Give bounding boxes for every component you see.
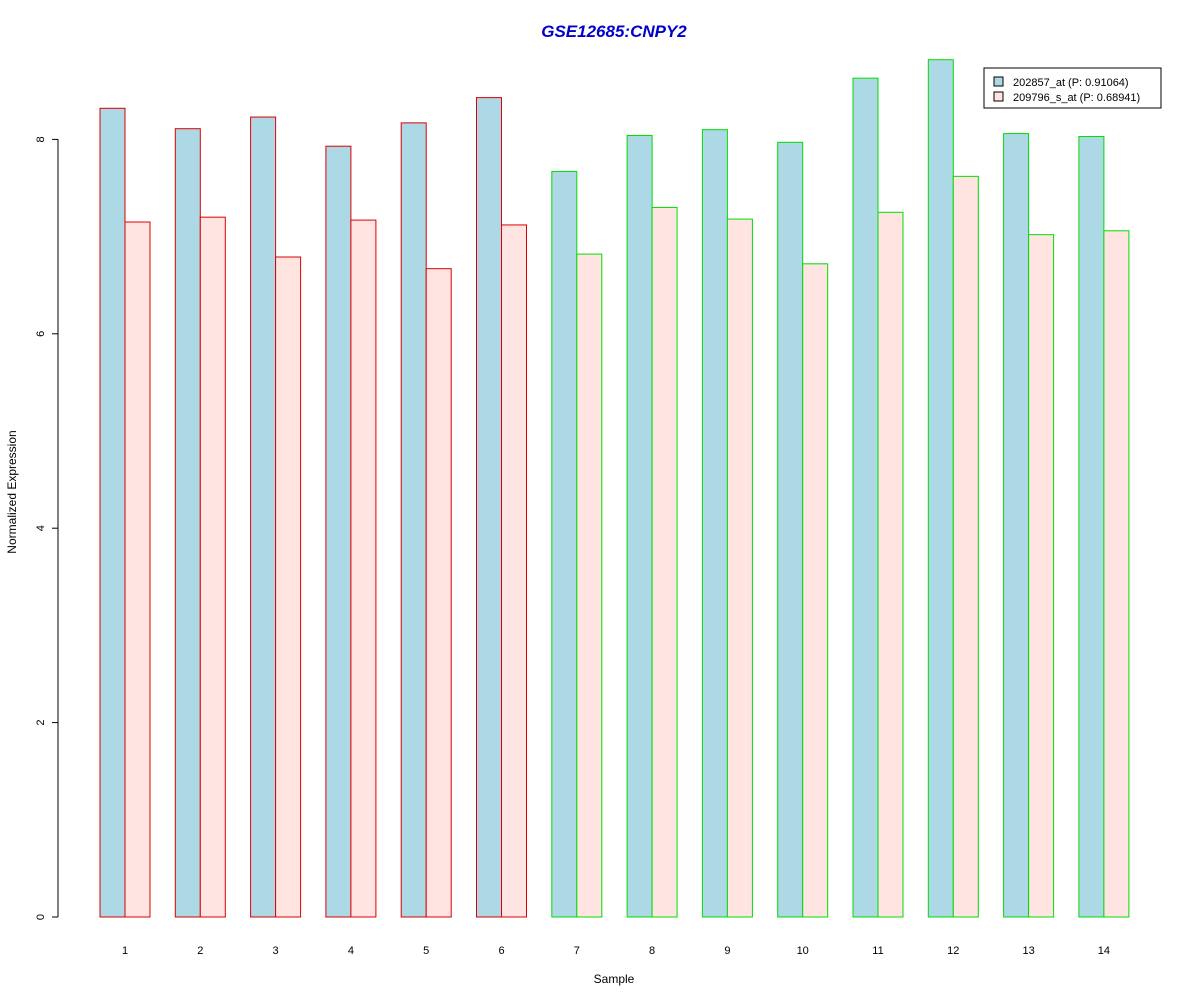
bar-series1-sample-3 <box>250 116 277 918</box>
legend-box <box>983 67 1162 109</box>
x-tick-label: 2 <box>197 945 203 957</box>
bar-series2-sample-4 <box>350 219 377 918</box>
bar-series1-sample-10 <box>777 141 804 918</box>
x-tick-label: 1 <box>122 945 128 957</box>
bar-series2-sample-3 <box>275 256 302 918</box>
bars-group <box>99 59 1130 918</box>
bar-series2-sample-1 <box>124 221 151 918</box>
bar-series1-sample-13 <box>1003 133 1030 918</box>
x-tick-label: 9 <box>724 945 730 957</box>
x-tick-label: 10 <box>797 945 809 957</box>
bar-series1-sample-2 <box>174 128 201 918</box>
x-axis-label: Sample <box>594 972 635 986</box>
bar-series2-sample-11 <box>877 211 904 918</box>
bar-series1-sample-14 <box>1078 135 1105 918</box>
y-tick-label: 2 <box>35 720 47 726</box>
legend-swatch-1 <box>993 76 1004 87</box>
x-tick-label: 5 <box>423 945 429 957</box>
x-tick-label: 3 <box>273 945 279 957</box>
bar-series2-sample-9 <box>726 218 753 918</box>
y-axis-label: Normalized Expression <box>5 430 19 553</box>
x-tick-label: 4 <box>348 945 354 957</box>
bar-series1-sample-8 <box>626 135 653 918</box>
bar-series1-sample-6 <box>476 97 502 918</box>
bar-series2-sample-6 <box>501 224 527 918</box>
y-tick-label: 0 <box>35 914 47 920</box>
bar-series2-sample-13 <box>1028 234 1055 918</box>
legend-label-1: 202857_at (P: 0.91064) <box>1013 77 1129 89</box>
x-tick-label: 14 <box>1098 945 1110 957</box>
y-axis: 0 2 4 6 8 <box>35 136 59 920</box>
x-tick-labels: 1 2 3 4 5 6 7 8 9 10 11 12 13 14 <box>122 945 1110 957</box>
bar-series2-sample-2 <box>199 216 226 918</box>
x-tick-label: 7 <box>574 945 580 957</box>
x-tick-label: 12 <box>947 945 959 957</box>
bar-series2-sample-12 <box>952 175 979 918</box>
legend-label-2: 209796_s_at (P: 0.68941) <box>1013 92 1140 104</box>
bar-series2-sample-8 <box>651 206 678 918</box>
x-tick-label: 6 <box>498 945 504 957</box>
chart-title: GSE12685:CNPY2 <box>541 22 687 41</box>
y-tick-label: 4 <box>35 525 47 531</box>
bar-series1-sample-11 <box>852 77 879 918</box>
bar-series1-sample-1 <box>99 107 126 918</box>
legend: 202857_at (P: 0.91064) 209796_s_at (P: 0… <box>983 67 1162 109</box>
bar-series1-sample-5 <box>400 122 427 918</box>
x-tick-label: 11 <box>872 945 883 957</box>
y-tick-label: 8 <box>35 136 47 142</box>
bar-series2-sample-10 <box>802 263 829 918</box>
bar-series1-sample-7 <box>551 170 578 918</box>
bar-series1-sample-12 <box>927 59 954 918</box>
bar-series1-sample-9 <box>701 129 728 918</box>
x-tick-label: 8 <box>649 945 655 957</box>
bar-series2-sample-14 <box>1103 230 1130 918</box>
x-tick-label: 13 <box>1022 945 1034 957</box>
bar-series1-sample-4 <box>325 145 352 918</box>
bar-series2-sample-7 <box>576 253 603 918</box>
y-tick-label: 6 <box>35 331 47 337</box>
bar-series2-sample-5 <box>425 268 452 918</box>
legend-swatch-2 <box>993 91 1004 102</box>
